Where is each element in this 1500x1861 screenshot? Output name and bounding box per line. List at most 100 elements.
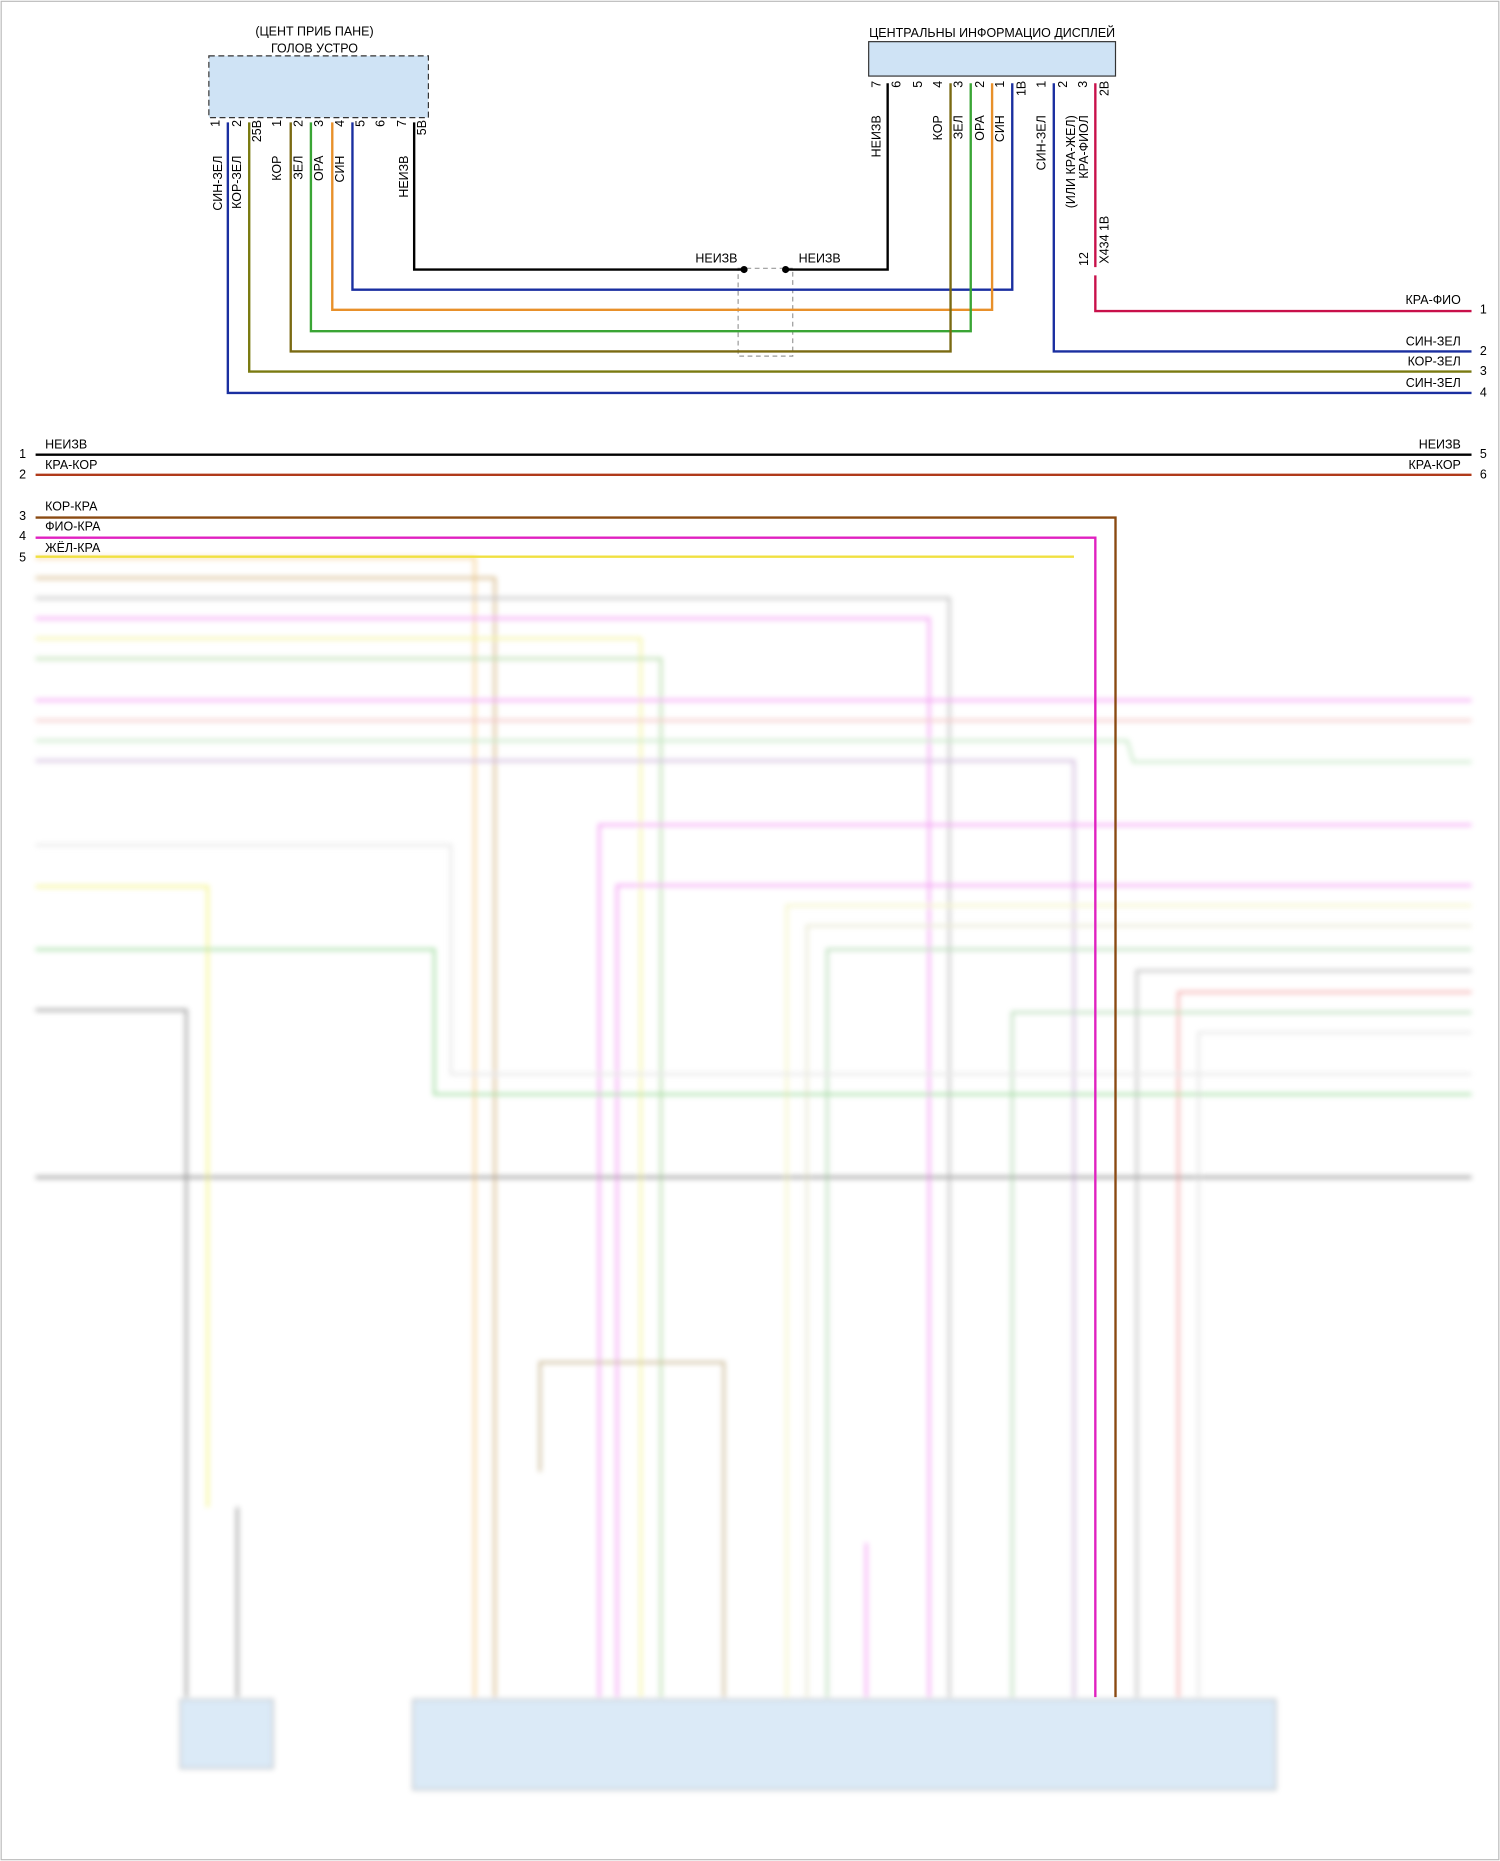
wire <box>615 884 1472 1698</box>
bus-label: НЕИЗВ <box>45 438 87 452</box>
bus-pin: 2 <box>19 467 26 481</box>
wire-label: ЗЕЛ <box>292 156 306 180</box>
pin-label: 2 <box>230 120 244 127</box>
pin-label: 6 <box>373 120 387 127</box>
bus-pin: 4 <box>19 529 26 543</box>
bus-label: НЕИЗВ <box>1419 438 1461 452</box>
wire <box>1197 1031 1472 1698</box>
output-label: СИН-ЗЕЛ <box>1406 334 1461 348</box>
splice-label: НЕИЗВ <box>695 251 737 265</box>
pin-label: 2 <box>973 81 987 88</box>
output-pin: 4 <box>1480 385 1487 399</box>
wire-label: КОР <box>270 156 284 181</box>
pin-label: 4 <box>931 81 945 88</box>
wire <box>1177 991 1472 1698</box>
bus-label: КРА-КОР <box>1409 458 1461 472</box>
splice-label: НЕИЗВ <box>799 251 841 265</box>
display-box <box>868 41 1117 77</box>
wire <box>1094 275 1472 313</box>
wire <box>35 948 1472 1096</box>
wire <box>785 904 1472 1698</box>
bus-pin: 1 <box>19 447 26 461</box>
wire-label: ЗЕЛ <box>951 115 965 139</box>
pin-label: 1 <box>993 81 1007 88</box>
blurred-area <box>35 556 1472 1791</box>
bus-label: КОР-КРА <box>45 499 98 513</box>
wire-label: НЕИЗВ <box>397 156 411 198</box>
wire <box>226 122 1472 395</box>
splice <box>782 265 790 274</box>
wire-label: КОР <box>931 115 945 140</box>
wire-label: КОР-ЗЕЛ <box>230 156 244 209</box>
wire <box>35 536 1097 1698</box>
component-box <box>179 1698 274 1769</box>
pin-label: 5B <box>415 120 429 135</box>
wire <box>35 739 1472 764</box>
wire-label: КРА-ФИОЛ <box>1077 115 1091 178</box>
wire <box>35 759 1076 1698</box>
wire <box>35 657 663 1698</box>
splice <box>740 265 748 274</box>
wire <box>35 617 931 1698</box>
pin-label: 6 <box>890 81 904 88</box>
wire <box>35 637 643 1698</box>
bus-label: ФИО-КРА <box>45 520 101 534</box>
wire <box>35 843 1472 1076</box>
wire <box>538 1361 726 1698</box>
wire <box>805 924 1472 1698</box>
pin-label: 2B <box>1097 81 1111 96</box>
wire <box>35 597 951 1698</box>
pin-label: 7 <box>395 120 409 127</box>
wire-label: СИН-ЗЕЛ <box>1034 115 1048 170</box>
wire <box>35 1008 188 1698</box>
pin-label: 25B <box>250 120 264 142</box>
wire <box>289 83 952 353</box>
pin-label: 1B <box>1014 81 1028 96</box>
wire-label: СИН <box>993 115 1007 142</box>
component-title: ЦЕНТРАЛЬНЫ ИНФОРМАЦИО ДИСПЛЕЙ <box>869 25 1115 40</box>
component-title: (ЦЕНТ ПРИБ ПАНЕ) <box>255 25 373 39</box>
wire <box>825 948 1472 1698</box>
pin-label: 5 <box>911 81 925 88</box>
wire <box>331 83 994 312</box>
wire-label: ОРА <box>312 155 326 181</box>
pin-label: 7 <box>870 81 884 88</box>
head-unit-box <box>208 55 429 119</box>
connector-label: X434 1B <box>1097 216 1111 264</box>
bus-pin: 6 <box>1480 467 1487 481</box>
bus-label: КРА-КОР <box>45 458 97 472</box>
pin-label: 1 <box>209 120 223 127</box>
output-label: КОР-ЗЕЛ <box>1408 355 1461 369</box>
bus-label: ЖЁЛ-КРА <box>45 541 101 555</box>
component-box <box>412 1698 1277 1791</box>
wire <box>309 83 972 333</box>
connector-pin: 12 <box>1077 252 1091 266</box>
pin-label: 3 <box>951 81 965 88</box>
wire <box>248 122 1472 373</box>
wire <box>598 823 1472 1698</box>
pin-label: 2 <box>1056 81 1070 88</box>
wire-label: (ИЛИ КРА-ЖЕЛ) <box>1064 115 1078 208</box>
output-pin: 2 <box>1480 344 1487 358</box>
output-pin: 1 <box>1480 302 1487 316</box>
pin-label: 3 <box>312 120 326 127</box>
pin-label: 2 <box>292 120 306 127</box>
wire <box>1052 83 1472 353</box>
output-label: СИН-ЗЕЛ <box>1406 376 1461 390</box>
wire <box>35 576 497 1698</box>
wire <box>1135 969 1472 1698</box>
wires <box>35 83 1472 1698</box>
bus-pin: 3 <box>19 509 26 523</box>
bus-pin: 5 <box>1480 447 1487 461</box>
output-pin: 3 <box>1480 364 1487 378</box>
shield <box>737 267 794 357</box>
wire <box>351 83 1014 291</box>
pin-label: 1 <box>1034 81 1048 88</box>
bus-pin: 5 <box>19 550 26 564</box>
pin-label: 3 <box>1076 81 1090 88</box>
wire-label: ОРА <box>973 115 987 141</box>
wire <box>1011 1011 1472 1698</box>
